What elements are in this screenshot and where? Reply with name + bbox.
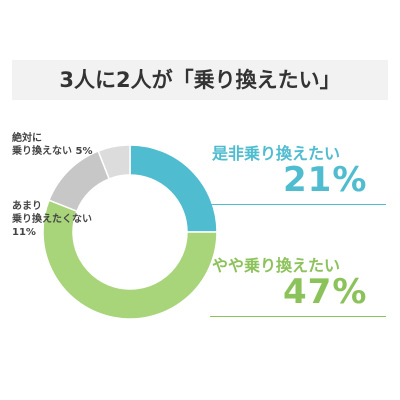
label-zettai-line2: 乗り換えない 5% bbox=[12, 146, 93, 157]
label-zettai: 絶対に 乗り換えない 5% bbox=[12, 132, 92, 158]
label-yaya-name: やや乗り換えたい bbox=[212, 256, 341, 275]
label-amari-line3: 11% bbox=[12, 227, 36, 238]
title-bar: 3人に2人が「乗り換えたい」 bbox=[12, 60, 388, 100]
slice-zettai bbox=[97, 144, 131, 180]
rule-zehi bbox=[210, 204, 386, 205]
label-zettai-line1: 絶対に bbox=[12, 133, 42, 144]
label-yaya-pct: 47% bbox=[283, 272, 368, 312]
chart-title: 3人に2人が「乗り換えたい」 bbox=[59, 68, 341, 92]
rule-yaya bbox=[210, 316, 386, 317]
slice-zehi bbox=[129, 144, 218, 233]
label-amari: あまり 乗り換えたくない 11% bbox=[12, 200, 92, 239]
label-zehi-name: 是非乗り換えたい bbox=[212, 144, 341, 163]
label-amari-line1: あまり bbox=[12, 201, 42, 212]
label-amari-line2: 乗り換えたくない bbox=[12, 214, 92, 225]
label-zehi-pct: 21% bbox=[283, 160, 368, 200]
slice-yaya bbox=[42, 199, 218, 320]
